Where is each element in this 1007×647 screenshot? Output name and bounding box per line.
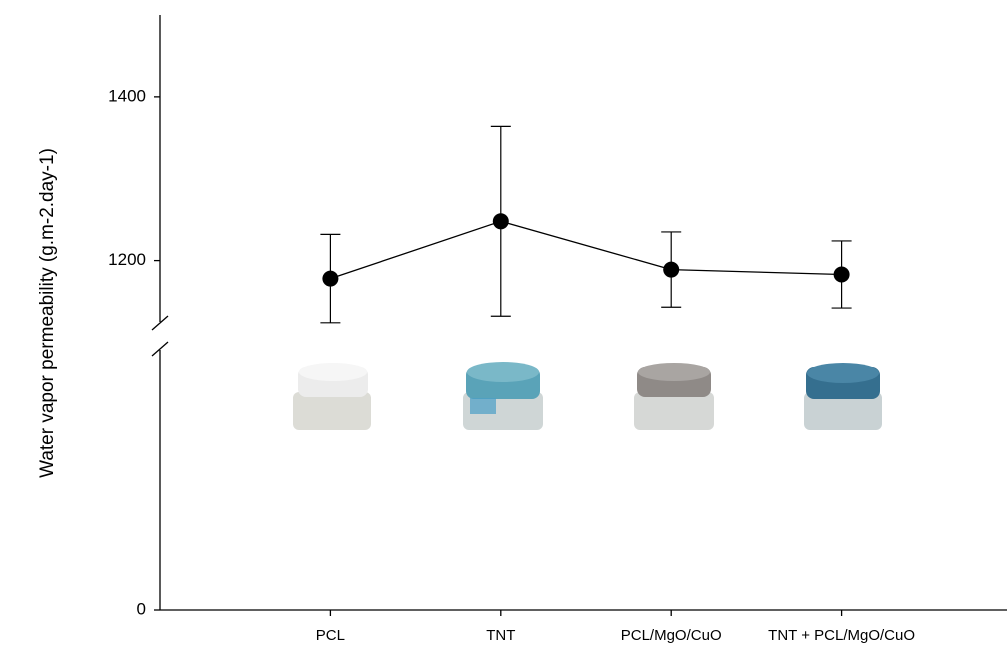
chart: Water vapor permeability (g.m-2.day-1) 0… (0, 0, 1007, 647)
photo-tnt-pcl-mgo-cuo (804, 363, 882, 430)
x-tick-label: TNT (486, 627, 515, 644)
data-line (330, 221, 841, 278)
data-point (663, 262, 679, 278)
y-axis-label: Water vapor permeability (g.m-2.day-1) (37, 148, 58, 478)
x-tick-label: PCL/MgO/CuO (621, 627, 722, 644)
photo-pcl (293, 363, 371, 430)
data-point (322, 271, 338, 287)
data-point (493, 213, 509, 229)
sample-photos (293, 362, 882, 430)
photo-pcl-mgo-cuo (634, 363, 714, 430)
x-tick-label: TNT + PCL/MgO/CuO (768, 627, 915, 644)
photo-tnt (463, 362, 543, 430)
y-tick-label: 0 (137, 599, 146, 618)
y-tick-label: 1400 (108, 86, 146, 105)
x-tick-label: PCL (316, 627, 345, 644)
y-tick-label: 1200 (108, 250, 146, 269)
data-point (834, 267, 850, 283)
